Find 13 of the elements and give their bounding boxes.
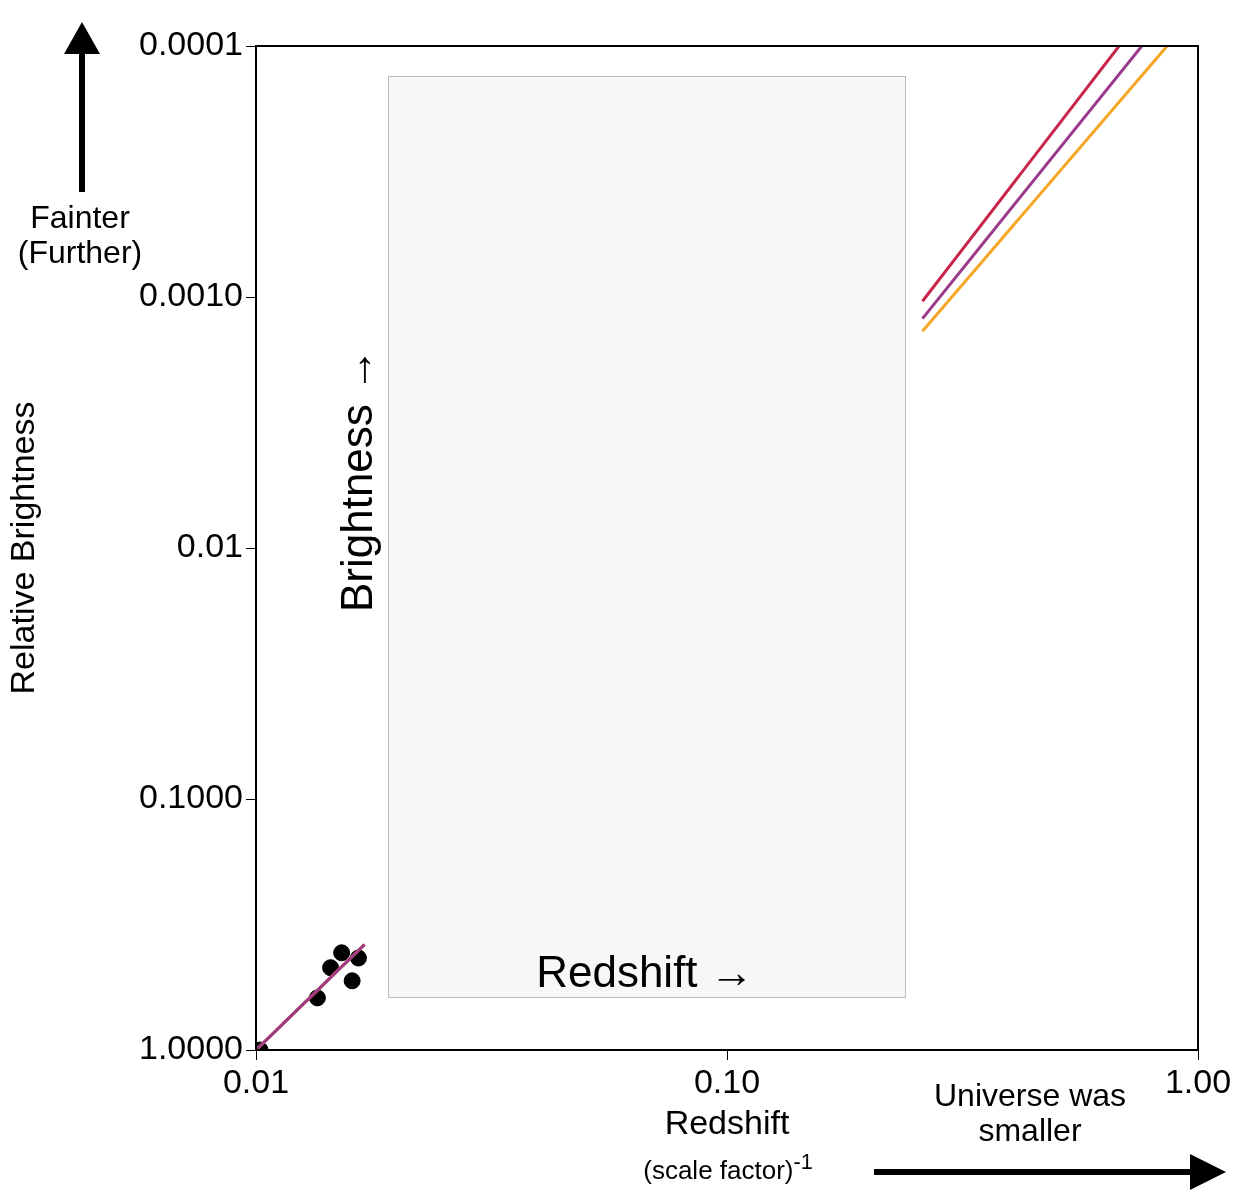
y-tick-label: 0.0010 [139, 275, 243, 314]
annotation: Brightness → [331, 347, 382, 613]
annotation: Redshift → [536, 947, 754, 997]
y-axis-title: Relative Brightness [2, 401, 41, 695]
y-tick-label: 0.1000 [139, 777, 243, 816]
text: Fainter (Further) [17, 199, 143, 271]
y-tick-label: 0.01 [176, 526, 243, 565]
x-tick-label: 1.00 [1164, 1061, 1232, 1100]
text: (scale factor)$^{-1}$ [643, 1149, 813, 1185]
x-axis-title: Redshift [664, 1102, 790, 1141]
x-tick-label: 0.10 [693, 1061, 761, 1100]
text: Universe was smaller [933, 1077, 1127, 1149]
y-tick-label: 0.0001 [139, 24, 243, 63]
